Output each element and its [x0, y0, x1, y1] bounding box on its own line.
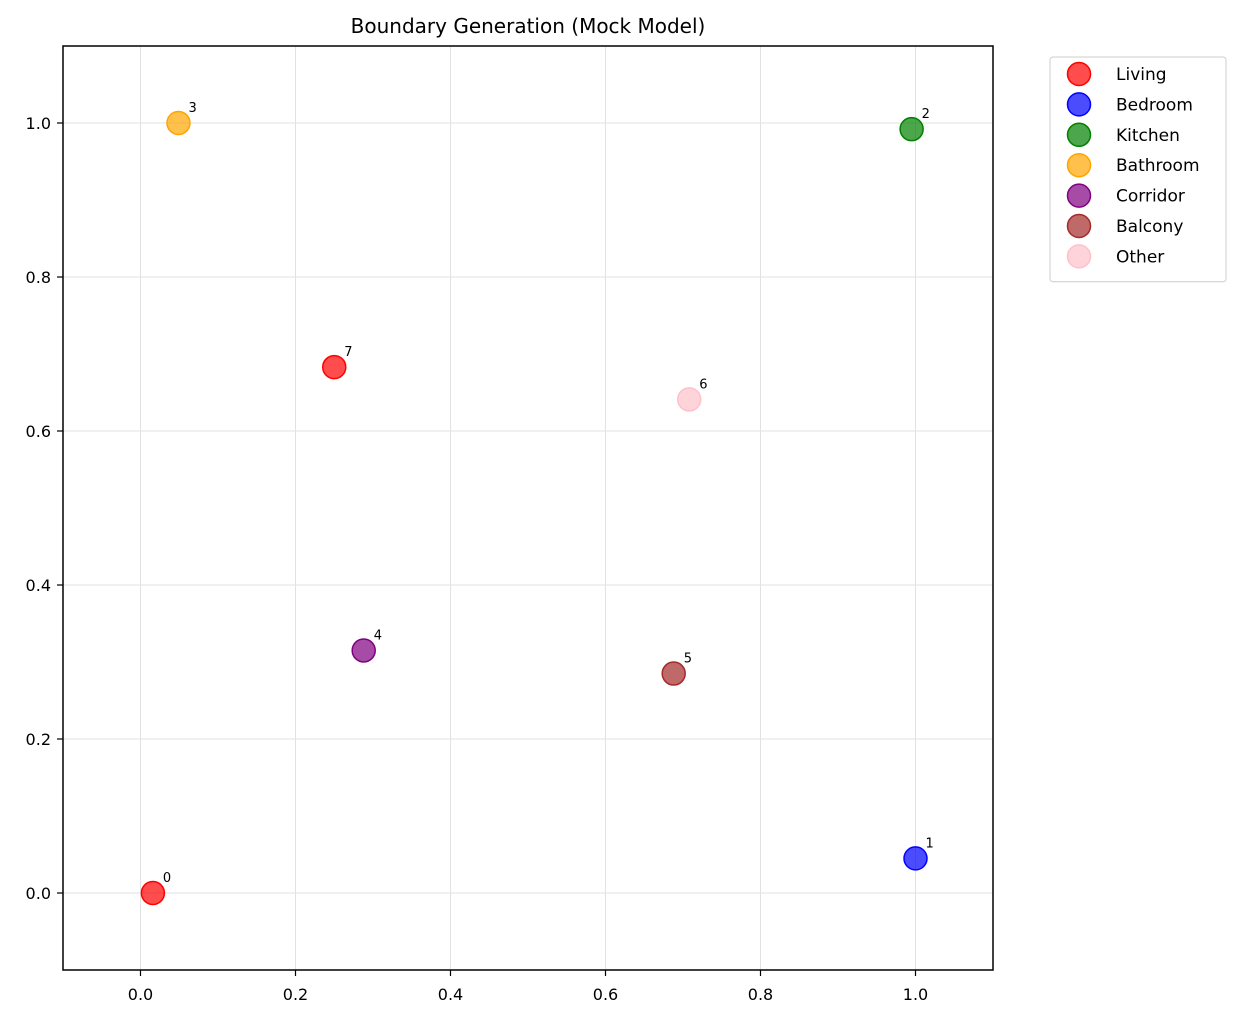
legend-marker — [1066, 152, 1092, 178]
legend-label: Other — [1116, 247, 1164, 267]
data-point — [140, 880, 166, 906]
data-point-label: 4 — [374, 628, 382, 643]
y-tick-label: 0.8 — [26, 268, 51, 287]
y-tick-label: 1.0 — [26, 114, 51, 133]
legend-label: Bathroom — [1116, 156, 1200, 176]
legend-label: Balcony — [1116, 217, 1183, 237]
legend-label: Kitchen — [1116, 126, 1180, 146]
data-point — [351, 638, 376, 663]
data-point-label: 3 — [188, 101, 196, 116]
data-point-label: 6 — [699, 377, 707, 392]
data-point-label: 2 — [922, 107, 930, 122]
data-points: 0 1 2 3 4 5 6 7 — [140, 101, 934, 906]
data-point-label: 7 — [344, 345, 352, 360]
data-point — [676, 387, 702, 412]
x-tick-label: 0.4 — [438, 985, 463, 1004]
x-tick-label: 1.0 — [903, 985, 928, 1004]
y-tick-label: 0.0 — [26, 884, 51, 903]
data-point — [322, 354, 347, 380]
axis-ticks: 0.0 0.2 0.4 0.6 0.8 1.0 0.0 0.2 0.4 0.6 0.8 1.0 — [26, 114, 929, 1004]
chart-title: Boundary Generation (Mock Model) — [351, 14, 706, 38]
legend-label: Corridor — [1116, 187, 1185, 207]
y-tick-label: 0.2 — [26, 730, 51, 749]
legend-marker — [1066, 122, 1092, 148]
data-point-label: 5 — [684, 652, 692, 667]
legend-marker — [1066, 61, 1092, 87]
data-point — [661, 661, 686, 686]
legend-label: Living — [1116, 65, 1167, 85]
x-tick-label: 0.2 — [283, 985, 308, 1004]
x-tick-label: 0.6 — [593, 985, 618, 1004]
legend-label: Bedroom — [1116, 95, 1193, 115]
legend: Living Bedroom Kitchen Bathroom Corridor Balc… — [1049, 56, 1227, 283]
data-point — [166, 110, 191, 136]
data-point-label: 0 — [163, 871, 171, 886]
y-tick-label: 0.6 — [26, 422, 51, 441]
grid-lines — [63, 46, 993, 970]
x-tick-label: 0.8 — [748, 985, 773, 1004]
legend-marker — [1066, 213, 1092, 239]
data-point — [903, 846, 928, 871]
x-tick-label: 0.0 — [128, 985, 153, 1004]
plot-area-frame — [62, 45, 994, 971]
legend-frame — [1049, 56, 1227, 283]
data-point — [899, 116, 924, 142]
legend-marker — [1066, 92, 1092, 117]
y-tick-label: 0.4 — [26, 576, 51, 595]
legend-marker — [1066, 183, 1092, 208]
data-point-label: 1 — [926, 836, 934, 851]
legend-marker — [1066, 244, 1092, 269]
